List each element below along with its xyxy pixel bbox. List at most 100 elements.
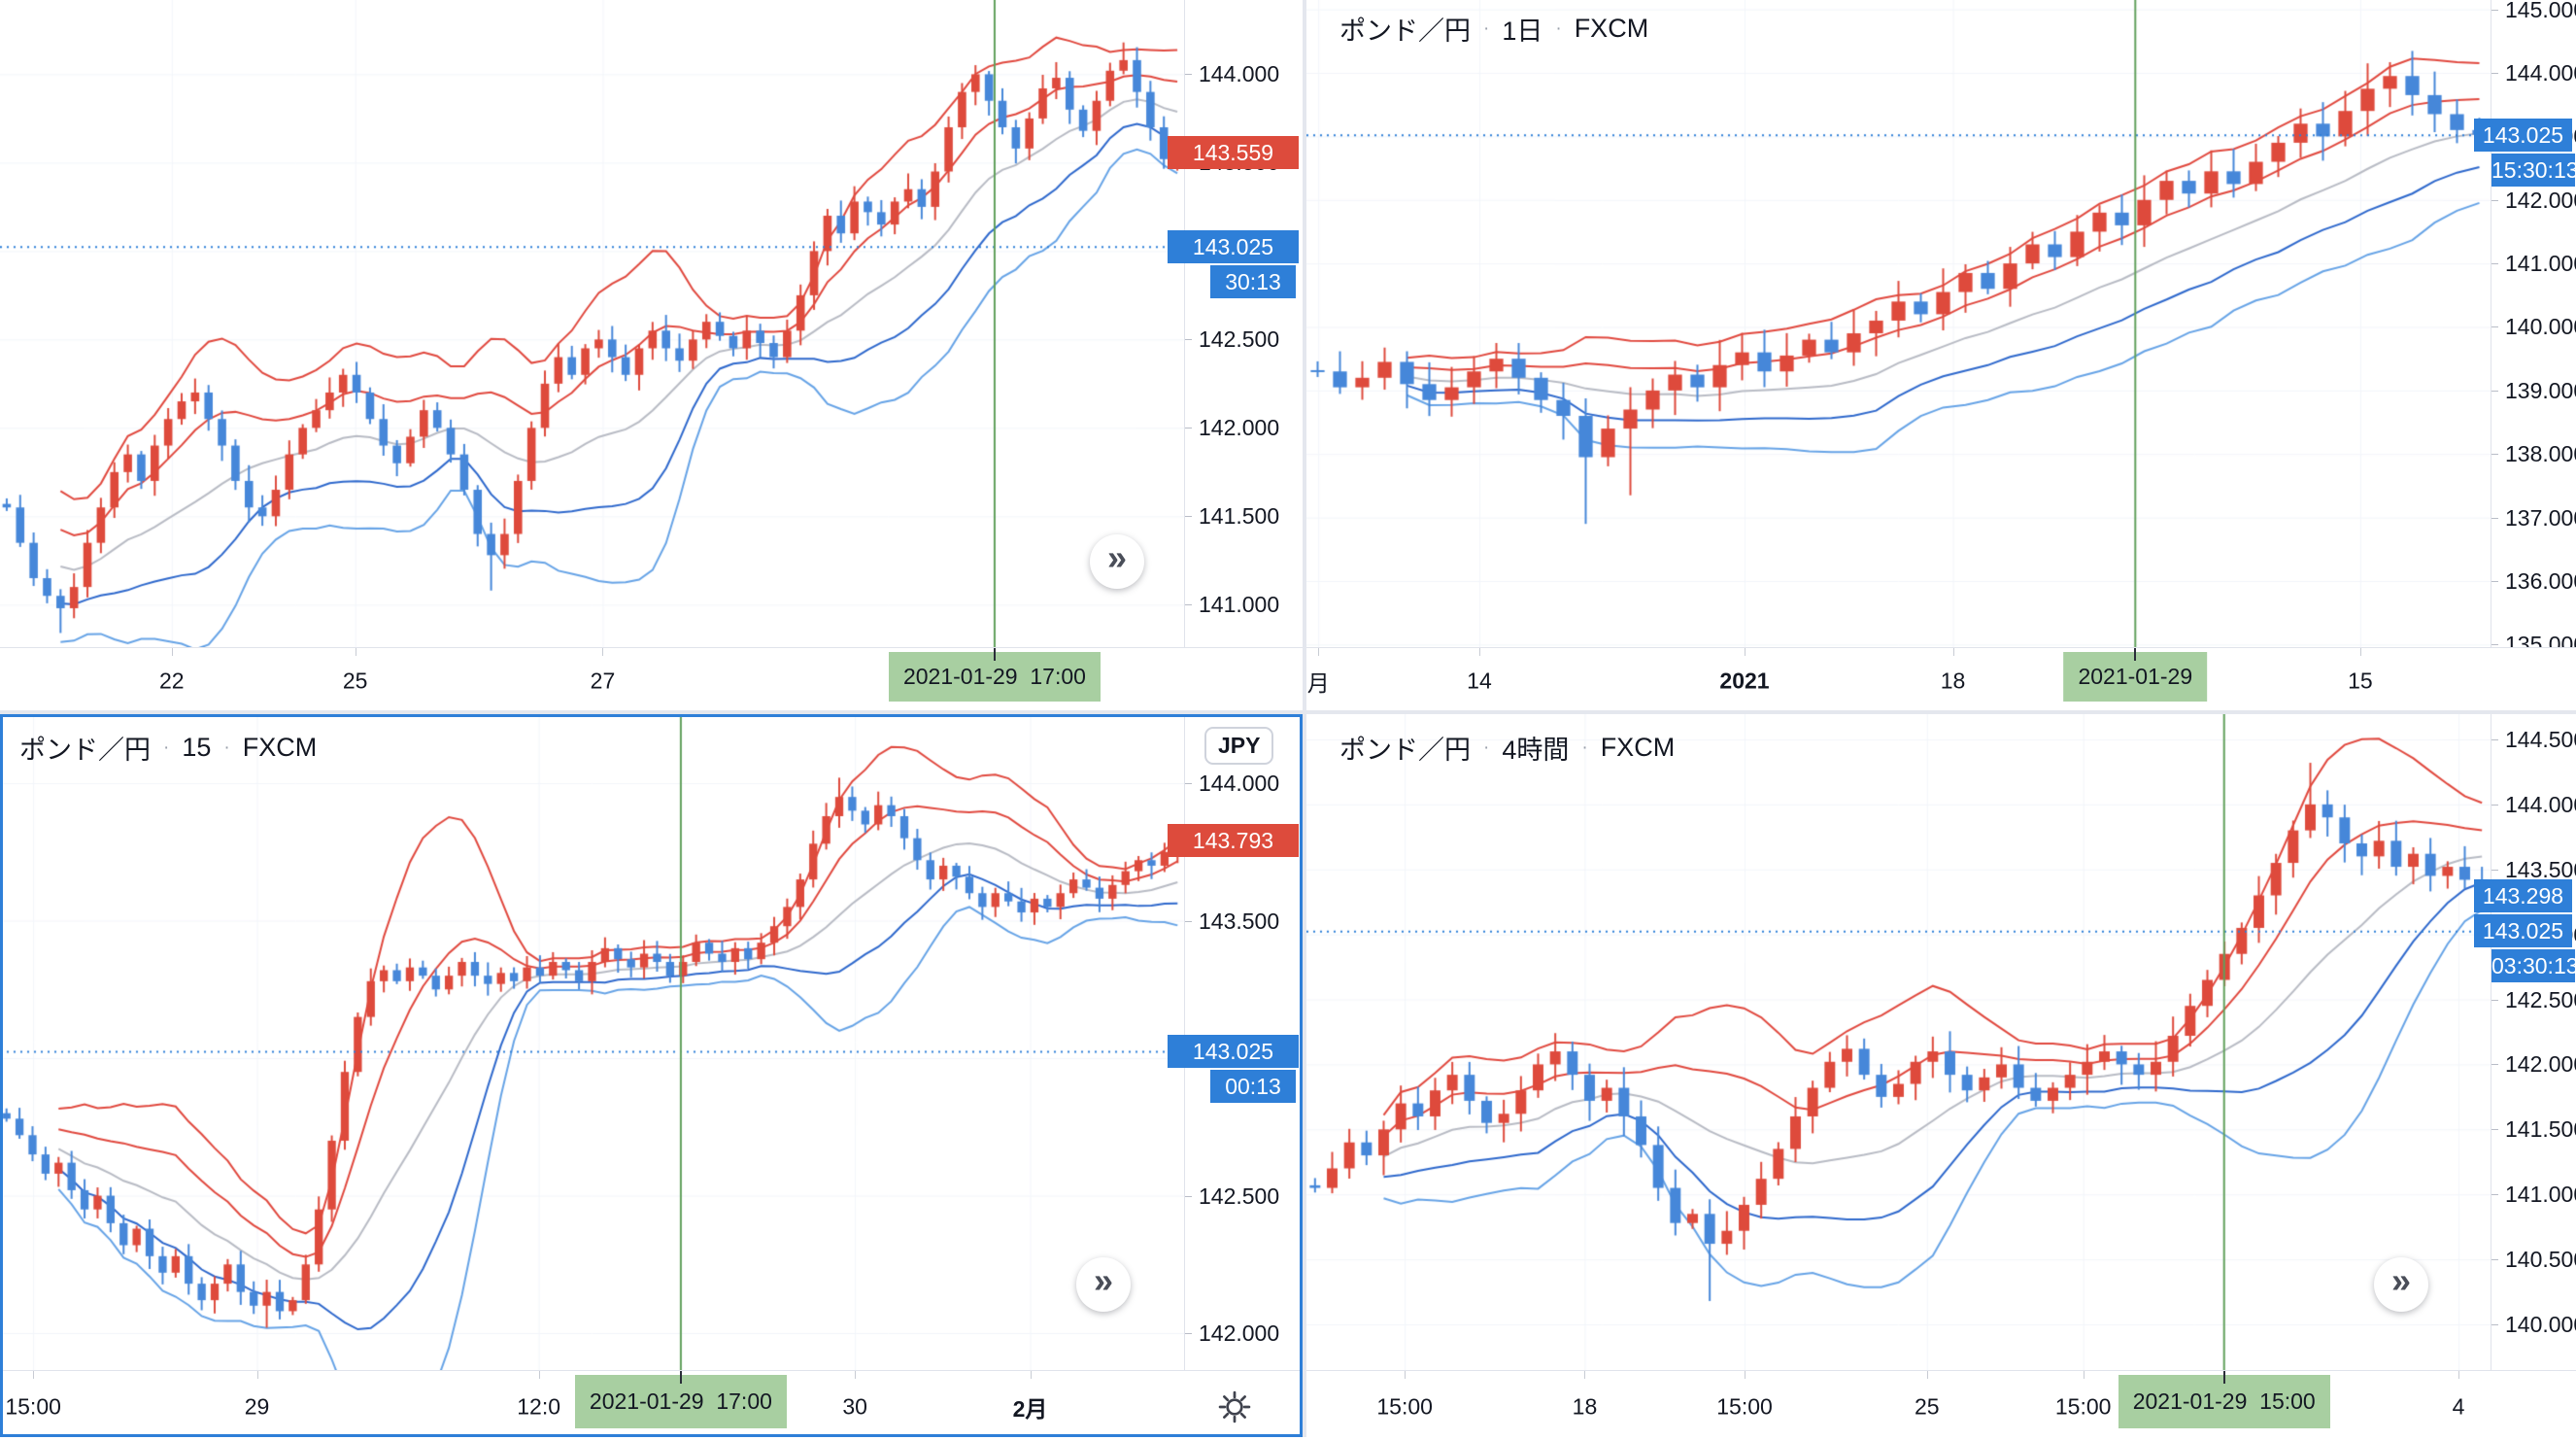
time-label: 4: [2452, 1393, 2465, 1420]
price-axis[interactable]: 141.000141.500142.000142.500143.000143.5…: [1168, 0, 1303, 648]
price-tick: 144.000: [2491, 792, 2576, 817]
last-price-label: 143.793: [1168, 823, 1299, 857]
bar-countdown-label: 15:30:13: [2491, 153, 2576, 187]
currency-unit-button[interactable]: JPY: [1204, 727, 1274, 765]
chart-legend-title[interactable]: ポンド／円 · 1日 · FXCM: [1339, 10, 1648, 48]
chart-pane-4hour: ポンド／円 · 4時間 · FXCM 140.000 140.500 141.000…: [1306, 714, 2576, 1437]
interval-label: 15: [182, 733, 212, 762]
crosshair-date-label: 2021-01-29 15:00: [2118, 1375, 2330, 1428]
price-tick: 143.500: [2491, 857, 2576, 882]
time-label: 29: [244, 1393, 270, 1420]
time-tick: [2083, 1371, 2085, 1379]
scroll-to-latest-button[interactable]: »: [1076, 1257, 1131, 1312]
bar-countdown-label: 03:30:13: [2491, 949, 2576, 983]
scroll-to-latest-button[interactable]: »: [2374, 1257, 2428, 1312]
time-label: 25: [342, 668, 368, 694]
price-tick: 142.500: [1185, 1183, 1303, 1209]
chart-legend-title[interactable]: ポンド／円 · 15 · FXCM: [19, 729, 317, 767]
current-price-label: 143.025: [2474, 118, 2572, 152]
candlestick-chart-canvas[interactable]: [0, 0, 1184, 647]
symbol-name: ポンド／円: [1339, 17, 1471, 46]
time-tick: [538, 1371, 540, 1379]
time-tick: [256, 1371, 258, 1379]
price-tick: 138.000: [2491, 441, 2576, 466]
separator-dot: ·: [223, 737, 230, 758]
price-axis[interactable]: 140.000 140.500 141.000 141.500 142.000 142.5…: [2474, 714, 2576, 1371]
time-label: 22: [158, 668, 185, 694]
current-price-label: 143.025: [1168, 229, 1299, 263]
time-label: 15:00: [1716, 1393, 1773, 1420]
price-tick: 142.000: [1185, 1320, 1303, 1346]
separator-dot: ·: [1483, 737, 1490, 758]
time-label: 15:00: [2054, 1393, 2112, 1420]
time-label: 30: [842, 1393, 867, 1420]
time-label: 14: [1467, 668, 1492, 694]
time-tick: [33, 1371, 35, 1379]
pane-divider-vertical[interactable]: [1303, 0, 1306, 1437]
time-tick: [1030, 1371, 1032, 1379]
marker-tick: [993, 648, 996, 661]
candlestick-chart-canvas[interactable]: [1306, 0, 2491, 647]
current-price-label: 143.025: [2474, 914, 2572, 948]
chart-legend-title[interactable]: ポンド／円 · 4時間 · FXCM: [1339, 729, 1675, 767]
candlestick-chart-canvas[interactable]: [0, 714, 1184, 1370]
time-label: 2021: [1719, 668, 1770, 694]
price-tick: 145.000: [2491, 0, 2576, 22]
exchange-name: FXCM: [1600, 733, 1676, 762]
price-tick: 136.000: [2491, 568, 2576, 594]
price-tick: 143.500: [1185, 909, 1303, 934]
price-tick: 142.000: [2491, 1051, 2576, 1077]
price-tick: 141.000: [1185, 592, 1303, 617]
time-tick: [855, 1371, 857, 1379]
scroll-to-latest-button[interactable]: »: [1090, 534, 1144, 589]
price-tick: 141.500: [2491, 1116, 2576, 1142]
marker-tick: [2134, 648, 2137, 661]
chart-pane-hourly: 141.000141.500142.000142.500143.000143.5…: [0, 0, 1303, 710]
double-chevron-right-icon: »: [2390, 1260, 2412, 1300]
time-axis[interactable]: 15:00 18 15:00 25 15:00 4 2021-01-29 15:00: [1306, 1370, 2576, 1437]
price-axis[interactable]: 135.000136.000137.000138.000139.000140.0…: [2474, 0, 2576, 657]
candlestick-chart-canvas[interactable]: [1306, 714, 2491, 1370]
price-tick: 140.000: [2491, 314, 2576, 339]
time-tick: [1926, 1371, 1928, 1379]
chart-pane-daily: ポンド／円 · 1日 · FXCM 135.000136.000137.0001…: [1306, 0, 2576, 710]
double-chevron-right-icon: »: [1093, 1260, 1114, 1300]
price-tick: 140.000: [2491, 1312, 2576, 1337]
time-label: 月: [1306, 670, 1330, 697]
time-tick: [1745, 1371, 1746, 1379]
time-axis[interactable]: 月 14 2021 18 15 2021-01-29: [1306, 647, 2576, 710]
last-price-label: 143.298: [2474, 878, 2572, 912]
time-axis[interactable]: 15:00 29 12:0 30 2月 2021-01-29 17:00: [0, 1370, 1303, 1437]
exchange-name: FXCM: [1574, 14, 1649, 43]
price-axis[interactable]: 142.000142.500143.000143.500144.000143.7…: [1168, 714, 1303, 1371]
time-tick: [171, 648, 173, 656]
price-tick: 141.000: [2491, 1182, 2576, 1207]
time-axis[interactable]: 22 25 27 2021-01-29 17:00: [0, 647, 1303, 710]
pane-divider-horizontal[interactable]: [0, 710, 2576, 714]
time-tick: [2359, 648, 2361, 656]
separator-dot: ·: [1483, 17, 1490, 39]
exchange-name: FXCM: [242, 733, 318, 762]
price-tick: 144.000: [2491, 60, 2576, 86]
time-label: 2月: [1012, 1395, 1048, 1422]
time-label: 15:00: [1376, 1393, 1433, 1420]
price-tick: 141.500: [1185, 503, 1303, 529]
price-tick: 141.000: [2491, 251, 2576, 276]
time-axis-settings-gear-icon[interactable]: [1216, 1389, 1253, 1430]
price-tick: 140.500: [2491, 1247, 2576, 1272]
symbol-name: ポンド／円: [1339, 736, 1471, 765]
interval-label: 1日: [1502, 17, 1543, 46]
time-tick: [1478, 648, 1480, 656]
time-tick: [2458, 1371, 2460, 1379]
time-label: 12:0: [517, 1393, 561, 1420]
time-label: 27: [590, 668, 616, 694]
time-label: 25: [1914, 1393, 1940, 1420]
price-tick: 137.000: [2491, 505, 2576, 531]
marker-tick: [2222, 1371, 2225, 1384]
bar-countdown-label: 30:13: [1210, 264, 1296, 298]
time-label: 18: [1940, 668, 1966, 694]
marker-tick: [679, 1371, 682, 1384]
last-price-label: 143.559: [1168, 135, 1299, 169]
time-tick: [1584, 1371, 1586, 1379]
